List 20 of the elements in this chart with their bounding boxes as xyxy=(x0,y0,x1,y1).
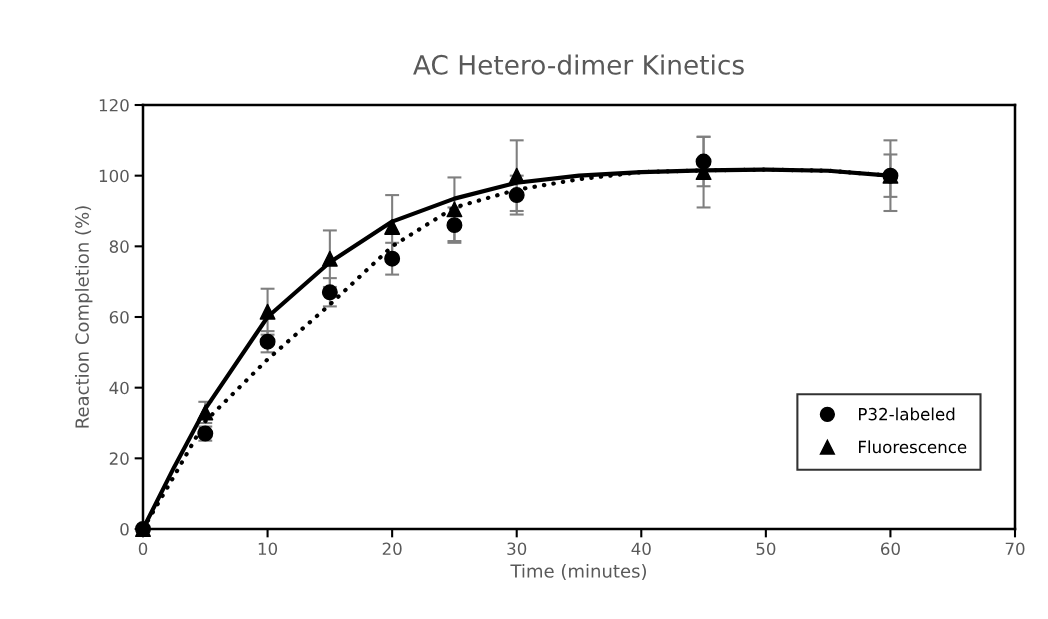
x-tick-label: 0 xyxy=(138,542,148,556)
x-tick-label: 50 xyxy=(756,542,776,556)
y-tick-label: 0 xyxy=(120,522,129,536)
x-tick-label: 70 xyxy=(1005,542,1025,556)
x-tick-label: 30 xyxy=(507,542,527,556)
x-tick-label: 40 xyxy=(631,542,651,556)
x-tick-label: 60 xyxy=(880,542,900,556)
y-axis-title: Reaction Completion (%) xyxy=(74,206,93,428)
x-tick-label: 10 xyxy=(258,542,278,556)
y-tick-label: 60 xyxy=(109,310,129,324)
legend-label: P32-labeled xyxy=(859,407,955,421)
legend-label: Fluorescence xyxy=(859,440,967,454)
chart-title: AC Hetero-dimer Kinetics xyxy=(413,54,744,75)
x-axis-title: Time (minutes) xyxy=(510,563,646,580)
y-tick-label: 100 xyxy=(99,169,129,183)
x-tick-label: 20 xyxy=(382,542,402,556)
y-tick-label: 20 xyxy=(109,452,129,465)
y-tick-label: 40 xyxy=(109,381,129,395)
y-tick-label: 80 xyxy=(109,240,129,253)
y-tick-label: 120 xyxy=(99,98,129,112)
